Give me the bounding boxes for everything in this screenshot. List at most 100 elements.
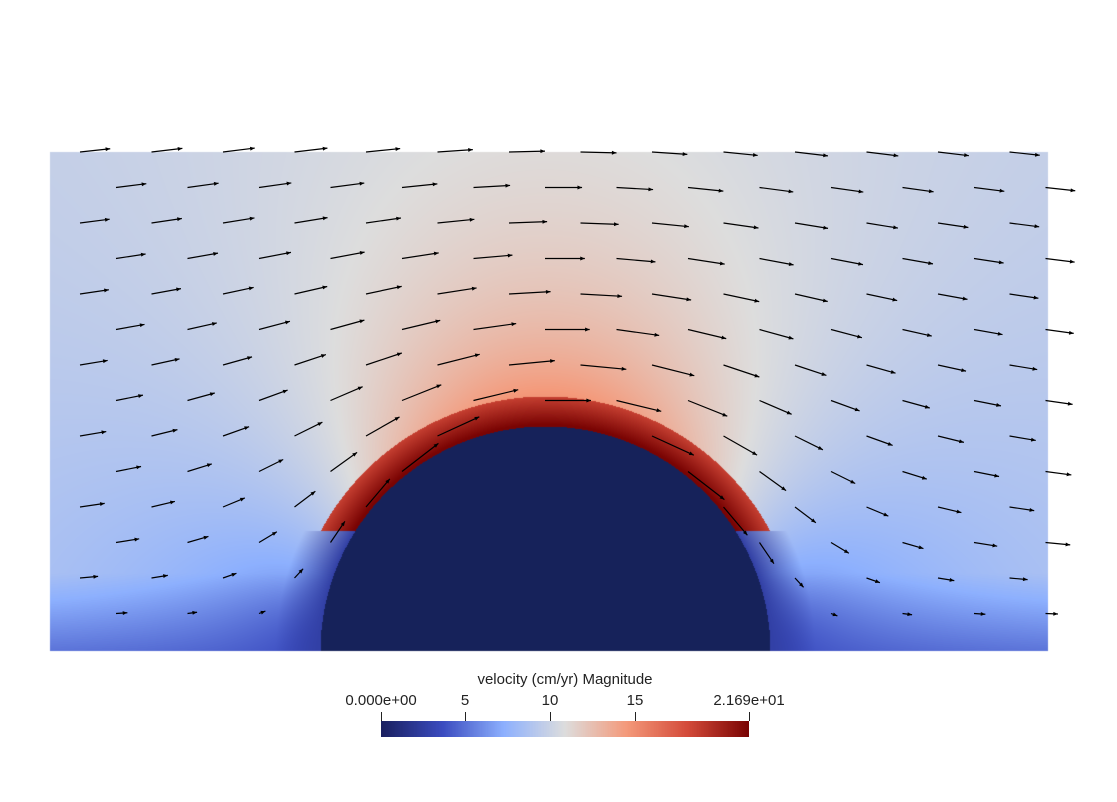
velocity-arrow-head (471, 286, 477, 291)
velocity-arrow (473, 254, 513, 260)
colorbar-tick-15 (635, 712, 636, 721)
velocity-arrow-head (656, 408, 662, 413)
velocity-arrow (508, 221, 548, 224)
velocity-arrow-head (956, 509, 962, 514)
velocity-arrow-head (395, 147, 401, 151)
velocity-arrow-head (817, 446, 823, 450)
velocity-arrow-head (621, 366, 627, 371)
velocity-arrow-head (231, 573, 237, 577)
velocity-arrow-head (742, 530, 748, 536)
colorbar-title: velocity (cm/yr) Magnitude (477, 671, 653, 688)
velocity-arrow-head (203, 535, 209, 540)
velocity-arrow-head (239, 497, 245, 502)
velocity-arrow (365, 285, 402, 295)
velocity-arrow (330, 451, 358, 472)
velocity-arrow (401, 183, 438, 189)
velocity-arrow-head (926, 333, 932, 337)
velocity-arrow (222, 286, 254, 295)
velocity-arrow (973, 186, 1005, 192)
velocity-arrow-head (821, 372, 827, 376)
velocity-arrow-head (996, 403, 1001, 407)
velocity-arrow-head (359, 319, 365, 324)
velocity-arrow (687, 399, 728, 417)
velocity-arrow-head (352, 452, 358, 457)
velocity-arrow-head (213, 252, 219, 256)
velocity-arrow-head (682, 152, 688, 157)
colorbar-gradient (381, 721, 749, 737)
velocity-arrow (401, 252, 439, 260)
velocity-arrow (437, 416, 480, 437)
velocity-arrow-head (298, 568, 304, 574)
velocity-arrow-head (850, 479, 856, 484)
velocity-arrow (1009, 364, 1038, 371)
velocity-arrow-head (823, 225, 829, 230)
velocity-arrow (401, 442, 439, 472)
velocity-arrow (830, 186, 864, 193)
colorbar-min-label: 0.000e+00 (345, 692, 417, 709)
velocity-arrow (79, 359, 108, 366)
velocity-arrow (794, 293, 828, 303)
velocity-arrow-head (949, 577, 955, 582)
velocity-arrow-head (140, 252, 146, 257)
velocity-arrow-head (994, 473, 1000, 478)
velocity-arrow-head (134, 537, 140, 542)
velocity-arrow (651, 293, 692, 301)
velocity-arrow-head (177, 146, 183, 151)
velocity-arrow-head (542, 219, 548, 224)
velocity-arrow-head (980, 611, 986, 616)
velocity-arrow (187, 322, 217, 331)
velocity-arrow (187, 392, 215, 402)
velocity-arrow-head (192, 610, 198, 615)
velocity-arrow-head (786, 410, 792, 415)
velocity-arrow-head (385, 478, 390, 484)
velocity-arrow-head (247, 356, 253, 360)
velocity-arrow-head (823, 153, 828, 158)
velocity-arrow (473, 322, 517, 331)
velocity-arrow-head (105, 147, 111, 152)
velocity-arrow-head (359, 181, 365, 186)
velocity-arrow-head (468, 147, 473, 152)
velocity-arrow (258, 251, 292, 260)
velocity-arrow-head (359, 251, 365, 255)
velocity-arrow-head (874, 579, 880, 583)
velocity-arrow (723, 364, 760, 378)
velocity-arrow (151, 147, 183, 153)
velocity-arrow (723, 435, 758, 456)
colorbar-tick-max (749, 712, 750, 721)
velocity-arrow (294, 354, 327, 366)
velocity-arrow-head (781, 486, 787, 491)
velocity-arrow (794, 364, 827, 377)
velocity-arrow-head (396, 285, 402, 290)
velocity-arrow (222, 217, 255, 224)
velocity-arrow (723, 222, 759, 229)
velocity-arrow-head (104, 217, 110, 222)
velocity-arrow-head (769, 558, 774, 564)
velocity-arrow-head (719, 261, 725, 266)
velocity-arrow (866, 151, 899, 157)
velocity-arrow-head (433, 251, 439, 256)
velocity-arrow (687, 328, 727, 340)
velocity-arrow-head (752, 153, 758, 157)
colorbar-tick-label-15: 15 (626, 692, 644, 709)
velocity-arrow-head (396, 352, 402, 357)
velocity-arrow (1009, 222, 1040, 228)
velocity-arrow (902, 399, 930, 409)
velocity-arrow-head (1066, 472, 1072, 477)
velocity-arrow (508, 150, 546, 153)
velocity-arrow (937, 151, 969, 157)
velocity-arrow-head (505, 183, 511, 188)
velocity-arrow (222, 356, 253, 366)
velocity-arrow (1045, 328, 1074, 334)
velocity-arrow-head (1033, 295, 1039, 300)
velocity-arrow (258, 182, 292, 189)
velocity-arrow-head (892, 297, 898, 302)
velocity-arrow-head (278, 459, 284, 464)
velocity-arrow-head (176, 287, 181, 292)
velocity-arrow (759, 328, 794, 340)
velocity-arrow (401, 319, 441, 331)
velocity-arrow (794, 435, 824, 451)
velocity-arrow-head (432, 182, 438, 187)
velocity-arrow-head (958, 439, 964, 444)
